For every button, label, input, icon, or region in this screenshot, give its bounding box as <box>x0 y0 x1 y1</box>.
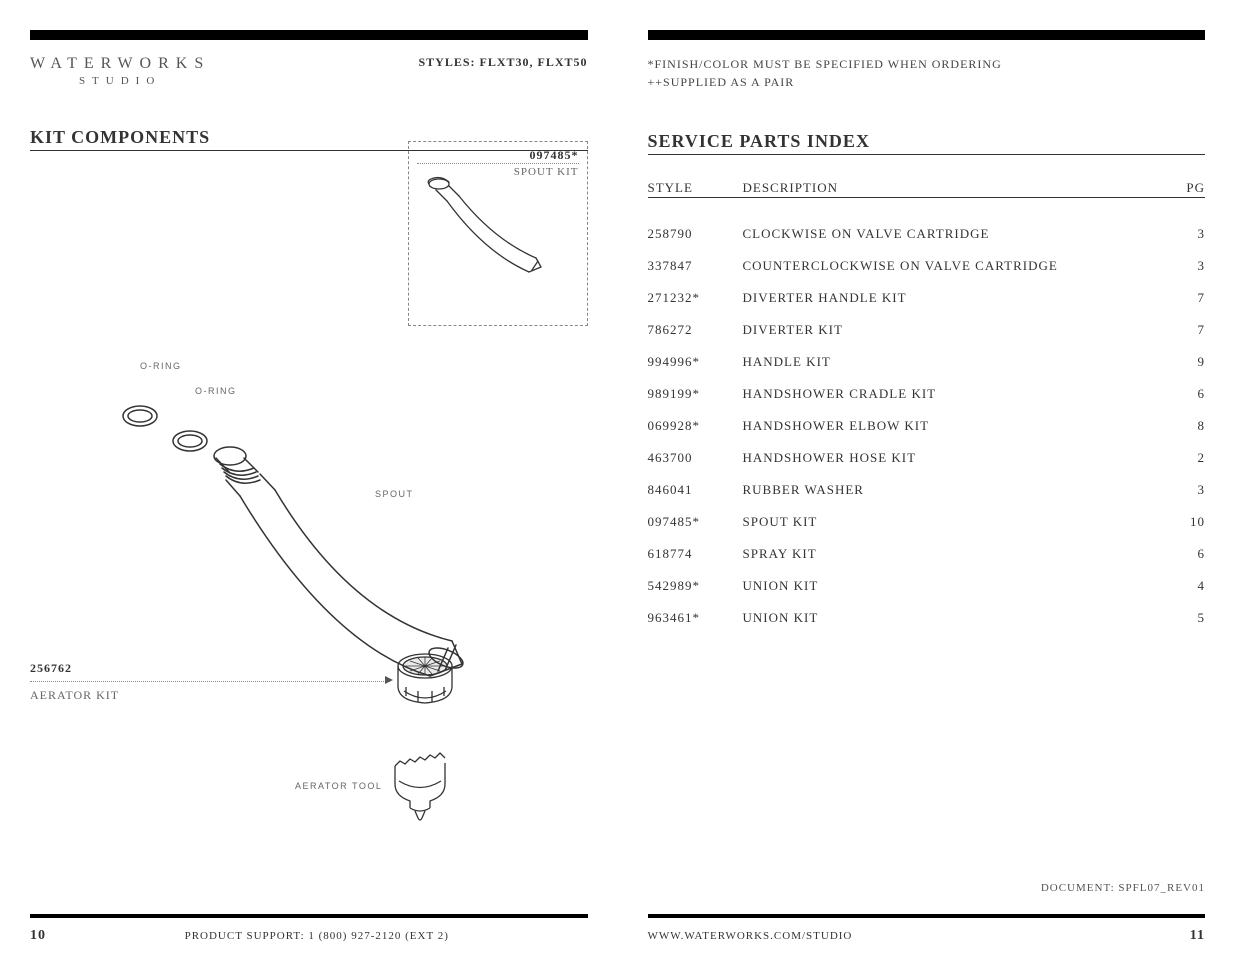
index-row: 271232*DIVERTER HANDLE KIT7 <box>648 282 1206 314</box>
row-style: 069928* <box>648 418 743 434</box>
index-row: 846041RUBBER WASHER3 <box>648 474 1206 506</box>
row-desc: RUBBER WASHER <box>743 482 1176 498</box>
aerator-kit-label: AERATOR KIT <box>30 688 119 703</box>
index-header: STYLE DESCRIPTION PG <box>648 180 1206 198</box>
right-footer: WWW.WATERWORKS.COM/STUDIO 11 <box>648 914 1206 954</box>
left-page: WATERWORKS STUDIO STYLES: FLXT30, FLXT50… <box>0 0 618 954</box>
index-row: 786272DIVERTER KIT7 <box>648 314 1206 346</box>
row-desc: COUNTERCLOCKWISE ON VALVE CARTRIDGE <box>743 258 1176 274</box>
index-row: 069928*HANDSHOWER ELBOW KIT8 <box>648 410 1206 442</box>
row-pg: 6 <box>1175 386 1205 402</box>
row-pg: 5 <box>1175 610 1205 626</box>
row-desc: HANDSHOWER ELBOW KIT <box>743 418 1176 434</box>
row-style: 963461* <box>648 610 743 626</box>
row-desc: HANDSHOWER HOSE KIT <box>743 450 1176 466</box>
header-row-right: *FINISH/COLOR MUST BE SPECIFIED WHEN ORD… <box>648 55 1206 91</box>
row-pg: 3 <box>1175 226 1205 242</box>
footer-url: WWW.WATERWORKS.COM/STUDIO <box>648 930 1190 942</box>
note-pair: ++SUPPLIED AS A PAIR <box>648 73 1002 91</box>
row-pg: 3 <box>1175 482 1205 498</box>
row-desc: DIVERTER KIT <box>743 322 1176 338</box>
logo: WATERWORKS STUDIO <box>30 55 210 87</box>
index-row: 463700HANDSHOWER HOSE KIT2 <box>648 442 1206 474</box>
logo-sub: STUDIO <box>30 75 210 87</box>
document-id: DOCUMENT: SPFL07_REV01 <box>1041 882 1205 894</box>
header-row: WATERWORKS STUDIO STYLES: FLXT30, FLXT50 <box>30 55 588 87</box>
left-footer: 10 PRODUCT SUPPORT: 1 (800) 927-2120 (EX… <box>30 914 588 954</box>
row-desc: SPOUT KIT <box>743 514 1176 530</box>
row-desc: UNION KIT <box>743 610 1176 626</box>
row-style: 337847 <box>648 258 743 274</box>
row-style: 846041 <box>648 482 743 498</box>
row-pg: 8 <box>1175 418 1205 434</box>
diagram-area: 097485* SPOUT KIT O-RING O-RING SPOUT <box>30 176 588 914</box>
row-style: 271232* <box>648 290 743 306</box>
row-style: 994996* <box>648 354 743 370</box>
top-rule <box>30 30 588 40</box>
index-row: 258790CLOCKWISE ON VALVE CARTRIDGE3 <box>648 218 1206 250</box>
row-style: 989199* <box>648 386 743 402</box>
right-page-number: 11 <box>1190 928 1205 944</box>
spout-kit-number: 097485* <box>417 148 579 163</box>
row-pg: 3 <box>1175 258 1205 274</box>
row-desc: UNION KIT <box>743 578 1176 594</box>
row-pg: 10 <box>1175 514 1205 530</box>
index-row: 337847COUNTERCLOCKWISE ON VALVE CARTRIDG… <box>648 250 1206 282</box>
spout-kit-callout: 097485* SPOUT KIT <box>408 141 588 326</box>
row-desc: HANDSHOWER CRADLE KIT <box>743 386 1176 402</box>
row-desc: DIVERTER HANDLE KIT <box>743 290 1176 306</box>
row-pg: 4 <box>1175 578 1205 594</box>
index-row: 618774SPRAY KIT6 <box>648 538 1206 570</box>
aerator-kit-callout: 256762 <box>30 661 72 676</box>
aerator-kit-number: 256762 <box>30 661 72 676</box>
aerator-tool-label: AERATOR TOOL <box>295 781 382 791</box>
row-desc: HANDLE KIT <box>743 354 1176 370</box>
row-pg: 6 <box>1175 546 1205 562</box>
hdr-pg: PG <box>1175 180 1205 198</box>
row-style: 097485* <box>648 514 743 530</box>
index-row: 989199*HANDSHOWER CRADLE KIT6 <box>648 378 1206 410</box>
row-pg: 7 <box>1175 290 1205 306</box>
aerator-leader <box>30 681 390 682</box>
row-style: 463700 <box>648 450 743 466</box>
aerator-tool-icon <box>385 746 455 826</box>
logo-main: WATERWORKS <box>30 55 210 73</box>
index-row: 097485*SPOUT KIT10 <box>648 506 1206 538</box>
row-style: 542989* <box>648 578 743 594</box>
row-desc: SPRAY KIT <box>743 546 1176 562</box>
index-table: STYLE DESCRIPTION PG 258790CLOCKWISE ON … <box>648 180 1206 634</box>
hdr-style: STYLE <box>648 180 743 198</box>
index-row: 542989*UNION KIT4 <box>648 570 1206 602</box>
row-desc: CLOCKWISE ON VALVE CARTRIDGE <box>743 226 1176 242</box>
index-rows: 258790CLOCKWISE ON VALVE CARTRIDGE333784… <box>648 218 1206 634</box>
index-row: 994996*HANDLE KIT9 <box>648 346 1206 378</box>
hdr-desc: DESCRIPTION <box>743 180 1176 198</box>
notes: *FINISH/COLOR MUST BE SPECIFIED WHEN ORD… <box>648 55 1002 91</box>
spout-small-icon <box>414 172 574 302</box>
top-rule-right <box>648 30 1206 40</box>
product-support: PRODUCT SUPPORT: 1 (800) 927-2120 (EXT 2… <box>46 930 588 942</box>
index-row: 963461*UNION KIT5 <box>648 602 1206 634</box>
left-page-number: 10 <box>30 928 46 944</box>
right-page: *FINISH/COLOR MUST BE SPECIFIED WHEN ORD… <box>618 0 1235 954</box>
styles-label: STYLES: FLXT30, FLXT50 <box>418 55 587 70</box>
row-pg: 9 <box>1175 354 1205 370</box>
row-style: 618774 <box>648 546 743 562</box>
note-finish: *FINISH/COLOR MUST BE SPECIFIED WHEN ORD… <box>648 55 1002 73</box>
row-style: 258790 <box>648 226 743 242</box>
index-title: SERVICE PARTS INDEX <box>648 131 1206 155</box>
row-style: 786272 <box>648 322 743 338</box>
row-pg: 2 <box>1175 450 1205 466</box>
row-pg: 7 <box>1175 322 1205 338</box>
aerator-icon <box>390 651 460 716</box>
